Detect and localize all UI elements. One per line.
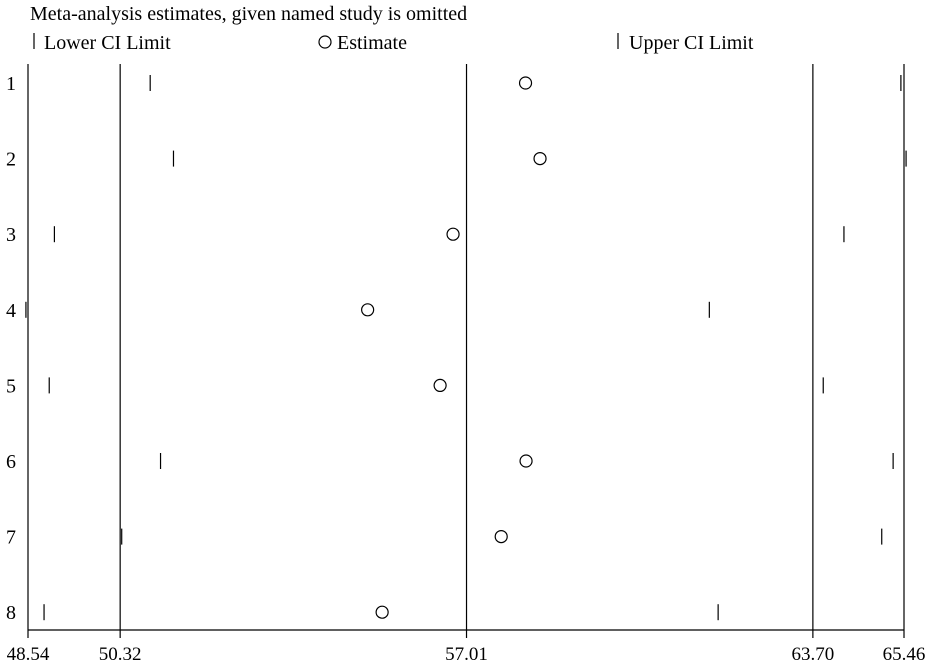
x-tick-label-1: 48.54 bbox=[7, 644, 50, 665]
legend-estimate-marker bbox=[318, 35, 332, 49]
legend-upper-ci-label: Upper CI Limit bbox=[629, 32, 754, 54]
estimate-marker-study-2 bbox=[533, 152, 547, 166]
estimate-marker-study-4 bbox=[361, 303, 375, 317]
chart-title: Meta-analysis estimates, given named stu… bbox=[30, 3, 467, 25]
x-tick-label-5: 65.46 bbox=[883, 644, 926, 665]
study-label-4: 4 bbox=[6, 300, 16, 322]
study-label-3: 3 bbox=[6, 224, 16, 246]
x-tick-label-2: 50.32 bbox=[99, 644, 142, 665]
x-tick-label-3: 57.01 bbox=[445, 644, 488, 665]
study-label-7: 7 bbox=[6, 527, 16, 549]
estimate-marker-study-3 bbox=[446, 227, 460, 241]
study-label-5: 5 bbox=[6, 375, 16, 397]
study-label-2: 2 bbox=[6, 149, 16, 171]
estimate-marker-study-7 bbox=[494, 529, 508, 544]
legend-estimate-label: Estimate bbox=[337, 32, 407, 54]
estimate-marker-study-5 bbox=[433, 378, 447, 392]
legend-lower-ci-label: Lower CI Limit bbox=[44, 32, 171, 54]
estimate-marker-study-1 bbox=[518, 76, 533, 90]
plot-area: 48.54 50.32 57.01 63.70 65.46 1 2 3 4 5 6 7 8 bbox=[6, 64, 925, 665]
estimate-marker-study-6 bbox=[519, 454, 533, 468]
estimate-marker-study-8 bbox=[375, 605, 389, 619]
chart-legend: Lower CI Limit Estimate Upper CI Limit bbox=[33, 32, 754, 54]
x-tick-label-4: 63.70 bbox=[792, 644, 835, 665]
study-label-8: 8 bbox=[6, 602, 16, 624]
study-label-6: 6 bbox=[6, 451, 16, 473]
study-label-1: 1 bbox=[6, 73, 16, 95]
